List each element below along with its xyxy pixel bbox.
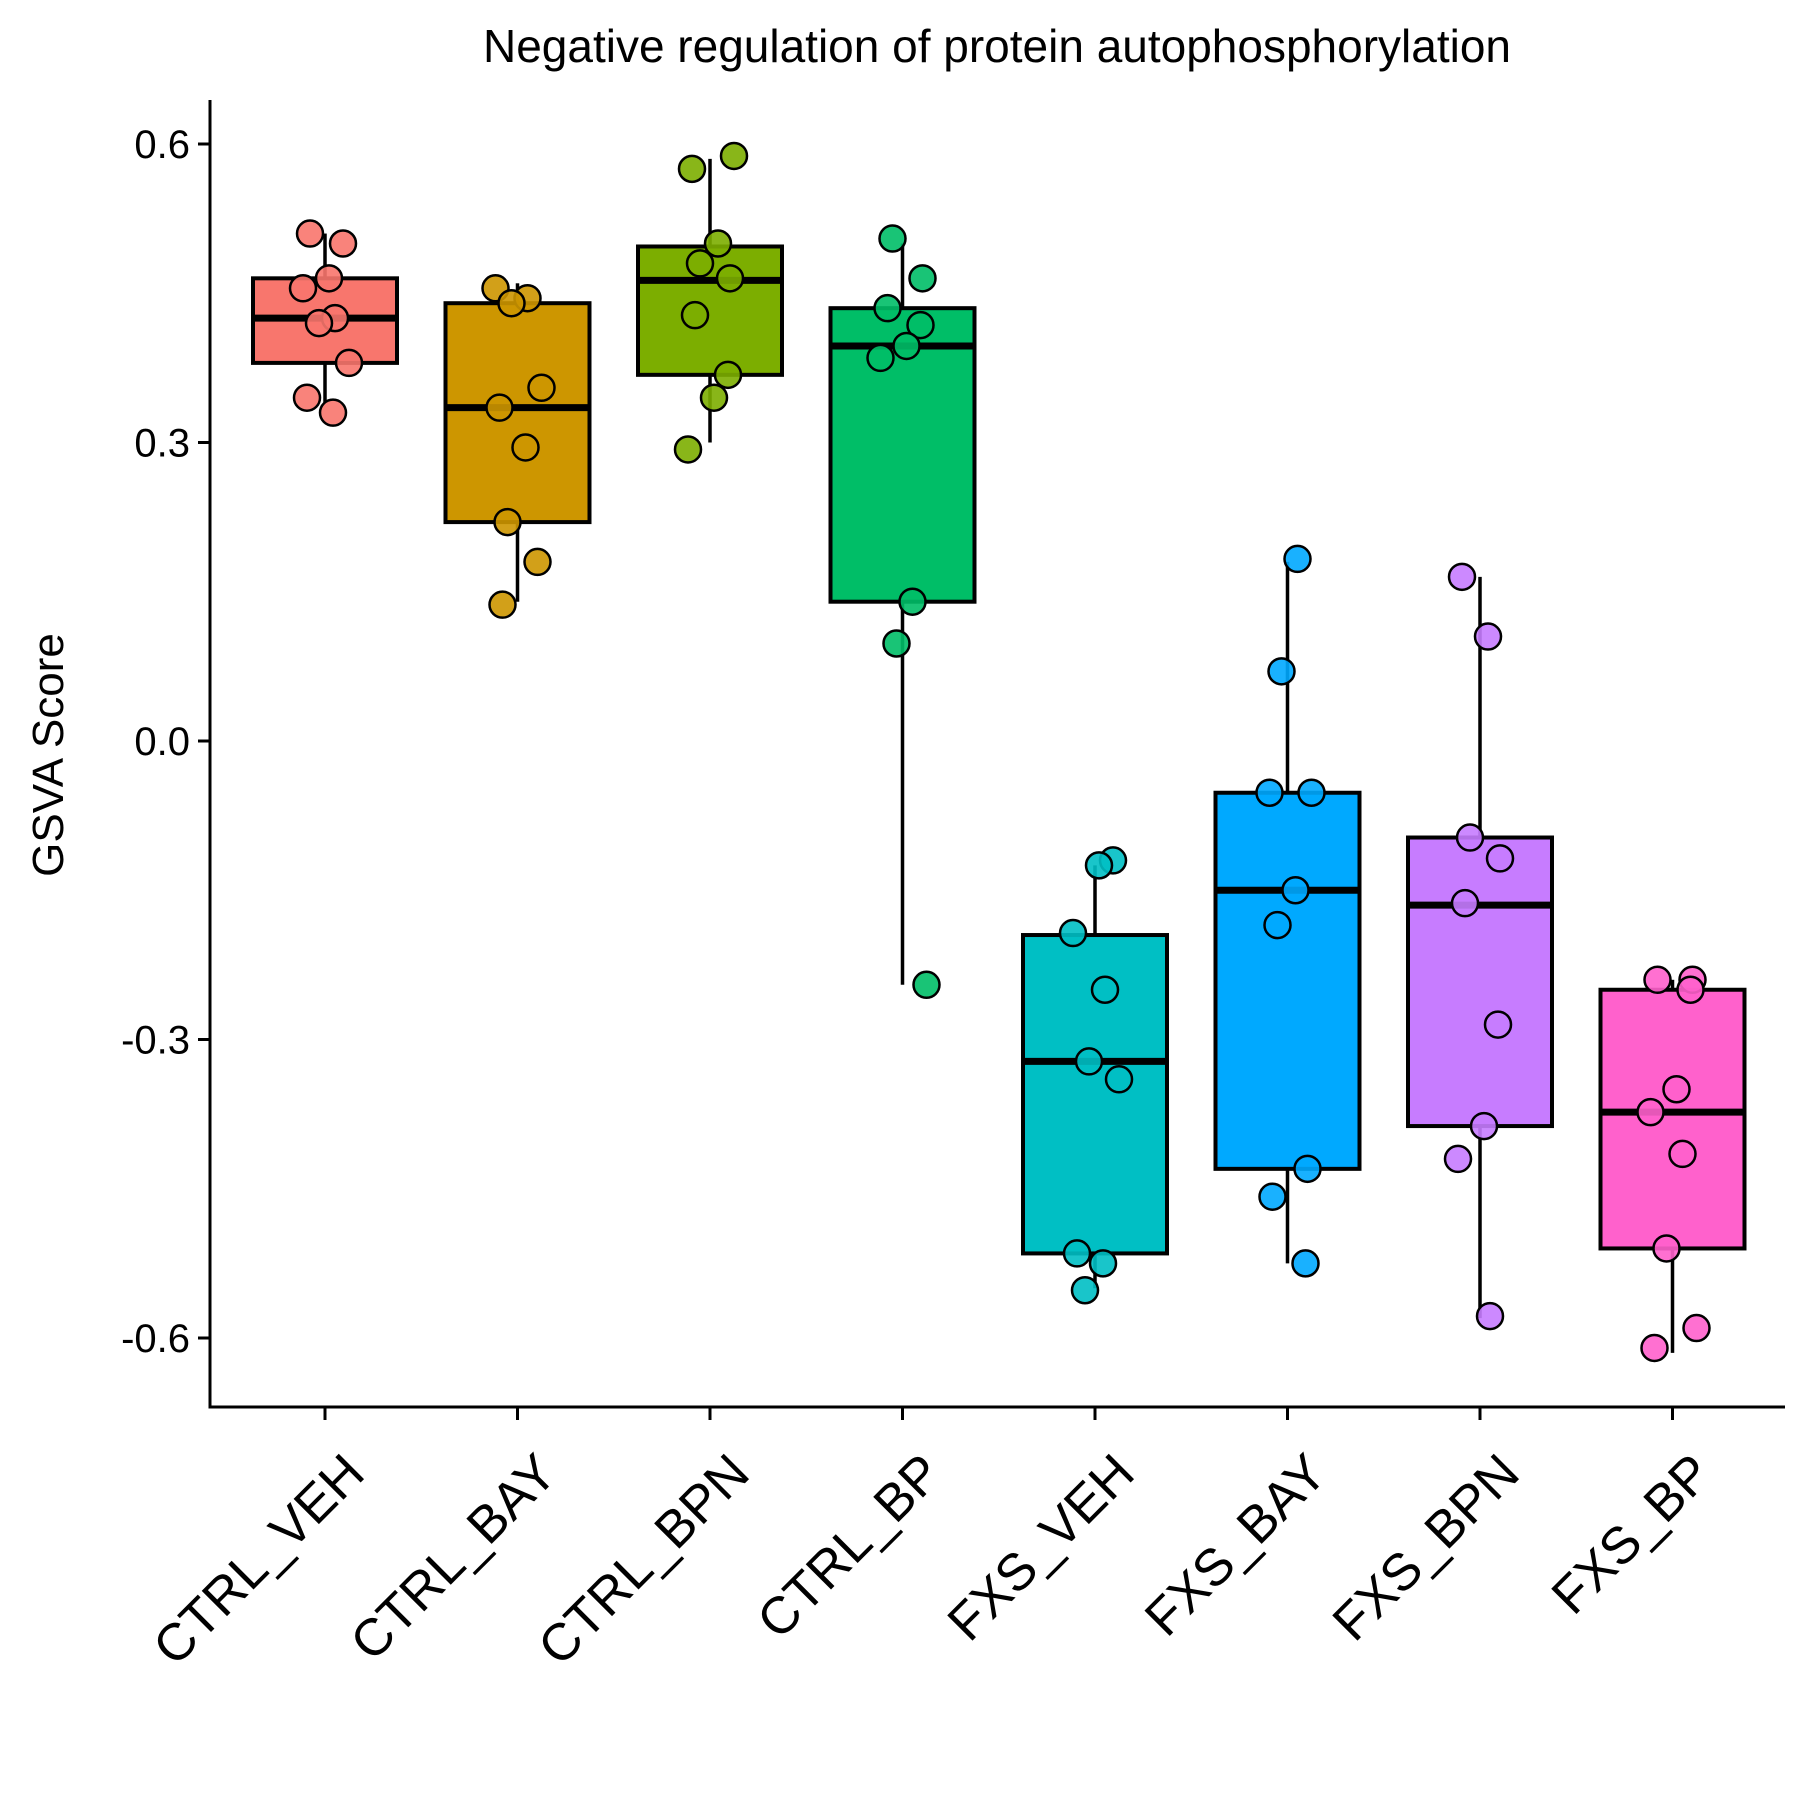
data-point (912, 970, 941, 1000)
data-point (295, 219, 325, 248)
data-point (892, 331, 921, 361)
data-point (1084, 851, 1114, 880)
data-point (1447, 562, 1477, 592)
x-tick-label: CTRL_BPN (527, 1443, 760, 1676)
data-point (1297, 778, 1326, 807)
x-axis-ticks: CTRL_VEHCTRL_BAYCTRL_BPNCTRL_BPFXS_VEHFX… (142, 1407, 1723, 1677)
data-point (680, 300, 710, 330)
data-point (1662, 1075, 1691, 1104)
data-point (703, 229, 733, 258)
data-point (314, 264, 344, 293)
data-point (908, 264, 937, 293)
chart-title: Negative regulation of protein autophosp… (483, 20, 1511, 72)
plot-area (251, 141, 1747, 1363)
data-point (882, 629, 911, 658)
data-point (1283, 544, 1312, 574)
iqr-box (1213, 790, 1362, 1171)
data-point (1293, 1154, 1322, 1184)
data-point (527, 373, 556, 403)
data-point (715, 264, 745, 293)
data-point (1090, 975, 1120, 1004)
data-point (1070, 1275, 1100, 1305)
box-group-fxs-veh (1021, 846, 1169, 1305)
iqr-box (1598, 987, 1747, 1251)
iqr-box (636, 244, 784, 377)
data-point (699, 383, 729, 412)
data-point (493, 507, 522, 537)
data-point (318, 398, 348, 427)
iqr-box (1406, 835, 1554, 1129)
data-point (288, 274, 318, 303)
data-point (906, 310, 935, 340)
data-point (1267, 657, 1296, 686)
data-point (866, 343, 895, 373)
y-tick-label: -0.3 (121, 1019, 190, 1063)
x-tick-label: CTRL_VEH (142, 1443, 375, 1676)
data-point (685, 249, 715, 278)
box-group-ctrl-bp (828, 224, 977, 1000)
data-point (523, 547, 552, 577)
data-point (878, 224, 907, 253)
data-point (1643, 965, 1672, 995)
data-point (1281, 876, 1310, 905)
data-point (511, 433, 540, 462)
data-point (1652, 1234, 1681, 1263)
data-point (1455, 823, 1485, 852)
box-group-fxs-bpn (1406, 562, 1554, 1331)
data-point (1485, 844, 1515, 873)
data-point (719, 141, 749, 171)
data-point (1682, 1313, 1711, 1343)
x-tick-label: FXS_BAY (1134, 1443, 1338, 1647)
data-point (873, 293, 902, 323)
x-tick-label: CTRL_BP (746, 1443, 953, 1650)
data-point (1668, 1139, 1697, 1169)
y-tick-label: 0.0 (134, 720, 190, 764)
data-point (304, 308, 334, 338)
data-point (1062, 1239, 1092, 1268)
data-point (1074, 1047, 1104, 1076)
data-point (1636, 1097, 1665, 1127)
y-tick-label: 0.3 (134, 422, 190, 466)
data-point (1443, 1144, 1473, 1174)
data-point (497, 288, 526, 318)
data-point (898, 587, 927, 616)
data-point (673, 435, 703, 464)
iqr-box (443, 301, 592, 525)
box-group-ctrl-veh (251, 219, 399, 427)
y-tick-label: -0.6 (121, 1317, 190, 1361)
box-group-fxs-bay (1213, 544, 1362, 1278)
data-point (1291, 1249, 1320, 1278)
data-point (677, 154, 707, 184)
data-point (1104, 1065, 1134, 1094)
data-point (1483, 1010, 1513, 1039)
data-point (1473, 622, 1503, 651)
data-point (713, 360, 743, 390)
box-group-ctrl-bpn (636, 141, 784, 464)
data-point (328, 229, 358, 258)
data-point (292, 383, 322, 412)
data-point (1640, 1333, 1669, 1363)
data-point (1676, 975, 1705, 1004)
data-point (1088, 1249, 1118, 1278)
box-group-ctrl-bay (443, 274, 592, 619)
data-point (1058, 918, 1088, 948)
data-point (1263, 910, 1292, 940)
data-point (1475, 1301, 1505, 1331)
box-group-fxs-bp (1598, 965, 1747, 1363)
data-point (334, 348, 364, 378)
data-point (1255, 778, 1284, 807)
y-tick-label: 0.6 (134, 123, 190, 167)
y-axis-title: GSVA Score (24, 633, 73, 877)
data-point (1258, 1182, 1287, 1211)
x-tick-label: FXS_BP (1541, 1443, 1723, 1625)
data-point (488, 590, 517, 619)
data-point (485, 393, 514, 422)
x-tick-label: FXS_BPN (1322, 1443, 1531, 1652)
data-point (1469, 1111, 1499, 1141)
x-tick-label: FXS_VEH (937, 1443, 1146, 1652)
y-axis-ticks: -0.6 -0.3 0.0 0.3 0.6 (121, 123, 210, 1361)
data-point (1450, 888, 1480, 918)
